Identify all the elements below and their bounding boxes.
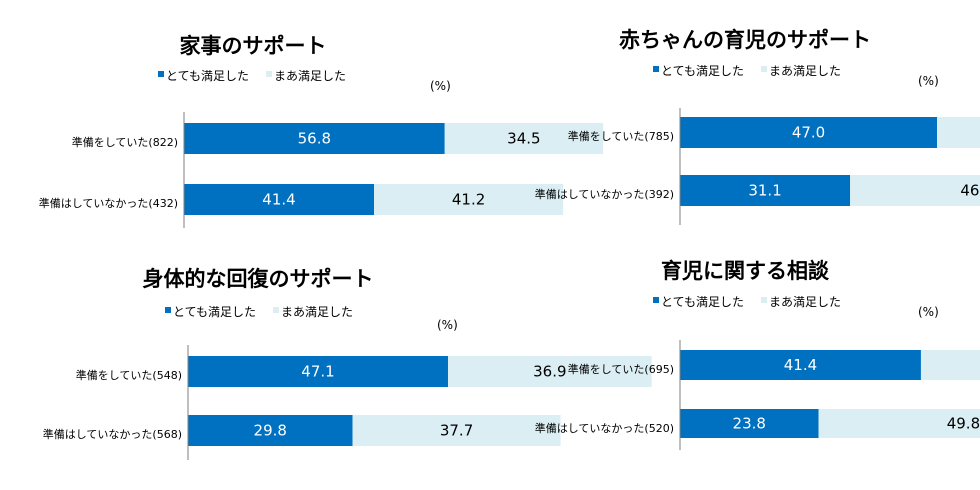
chart-1-category-label-1: 準備をしていた(822) xyxy=(72,135,178,149)
chart-2-legend-swatch-1 xyxy=(653,66,659,72)
chart-4-category-label-1: 準備をしていた(695) xyxy=(568,362,674,376)
chart-3-category-label-1: 準備をしていた(548) xyxy=(76,368,182,382)
chart-3-data-label-2-series-2: 37.7 xyxy=(440,422,473,440)
chart-1-bar-2-series-1 xyxy=(184,184,375,215)
chart-3-legend-swatch-1 xyxy=(165,307,171,313)
chart-3-legend-label-2: まあ満足した xyxy=(281,305,353,319)
chart-3-unit-label: (%) xyxy=(437,318,458,332)
chart-2-legend-label-1: とても満足した xyxy=(661,64,744,78)
chart-2-category-label-2: 準備はしていなかった(392) xyxy=(535,187,674,201)
chart-4-unit-label: (%) xyxy=(918,305,939,319)
chart-3-bar-2-series-1 xyxy=(188,415,353,446)
chart-3-category-label-2: 準備はしていなかった(568) xyxy=(43,427,182,441)
chart-3-legend-swatch-2 xyxy=(273,307,279,313)
chart-1-legend-swatch-2 xyxy=(266,71,272,77)
chart-4-legend-swatch-2 xyxy=(761,297,767,303)
chart-1-data-label-2-series-1: 41.4 xyxy=(262,191,295,209)
chart-4-legend-label-2: まあ満足した xyxy=(769,295,841,309)
chart-1-legend-label-1: とても満足した xyxy=(166,69,249,83)
chart-3-data-label-2-series-1: 29.8 xyxy=(254,422,287,440)
chart-2-category-label-1: 準備をしていた(785) xyxy=(568,129,674,143)
chart-2-bar-2-series-2 xyxy=(850,175,980,206)
chart-2-data-label-1-series-1: 47.0 xyxy=(792,124,825,142)
chart-1-data-label-2-series-2: 41.2 xyxy=(452,191,485,209)
chart-4-legend-label-1: とても満足した xyxy=(661,295,744,309)
chart-3-bar-1-series-2 xyxy=(447,356,652,387)
chart-4-data-label-2-series-1: 23.8 xyxy=(733,415,766,433)
chart-2-data-label-2-series-2: 46.4 xyxy=(960,182,980,200)
chart-3-bar-2-series-2 xyxy=(352,415,561,446)
chart-1-title: 家事のサポート xyxy=(180,34,327,58)
chart-2-data-label-2-series-1: 31.1 xyxy=(748,182,781,200)
chart-3-legend-label-1: とても満足した xyxy=(173,305,256,319)
chart-2-bar-1-series-1 xyxy=(680,117,938,148)
chart-4-data-label-2-series-2: 49.8 xyxy=(947,415,980,433)
chart-1-data-label-1-series-1: 56.8 xyxy=(298,130,331,148)
chart-1-bar-1-series-1 xyxy=(184,123,445,154)
chart-2-legend-swatch-2 xyxy=(761,66,767,72)
chart-4-bar-2-series-2 xyxy=(818,409,980,438)
chart-1-data-label-1-series-2: 34.5 xyxy=(507,130,540,148)
chart-4-legend-swatch-1 xyxy=(653,297,659,303)
chart-4-bar-1-series-2 xyxy=(920,350,980,380)
chart-3-data-label-1-series-2: 36.9 xyxy=(533,363,566,381)
chart-3-data-label-1-series-1: 47.1 xyxy=(301,363,334,381)
chart-2-legend-label-2: まあ満足した xyxy=(769,64,841,78)
chart-4-bar-2-series-1 xyxy=(680,409,819,438)
chart-2-unit-label: (%) xyxy=(918,74,939,88)
chart-1-bar-2-series-2 xyxy=(374,184,564,215)
chart-2-bar-2-series-1 xyxy=(680,175,851,206)
chart-4-bar-1-series-1 xyxy=(680,350,921,380)
chart-1-legend-label-2: まあ満足した xyxy=(274,69,346,83)
chart-1-legend-swatch-1 xyxy=(158,71,164,77)
chart-3-bar-1-series-1 xyxy=(188,356,448,387)
chart-2-title: 赤ちゃんの育児のサポート xyxy=(619,28,871,52)
chart-4-title: 育児に関する相談 xyxy=(661,259,830,283)
chart-2-bar-1-series-2 xyxy=(937,117,980,148)
chart-1-bar-1-series-2 xyxy=(444,123,604,154)
chart-4-data-label-1-series-1: 41.4 xyxy=(784,356,817,374)
chart-1-category-label-2: 準備はしていなかった(432) xyxy=(39,196,178,210)
chart-1-unit-label: (%) xyxy=(430,79,451,93)
chart-3-title: 身体的な回復のサポート xyxy=(143,267,374,291)
chart-4-category-label-2: 準備はしていなかった(520) xyxy=(535,421,674,435)
